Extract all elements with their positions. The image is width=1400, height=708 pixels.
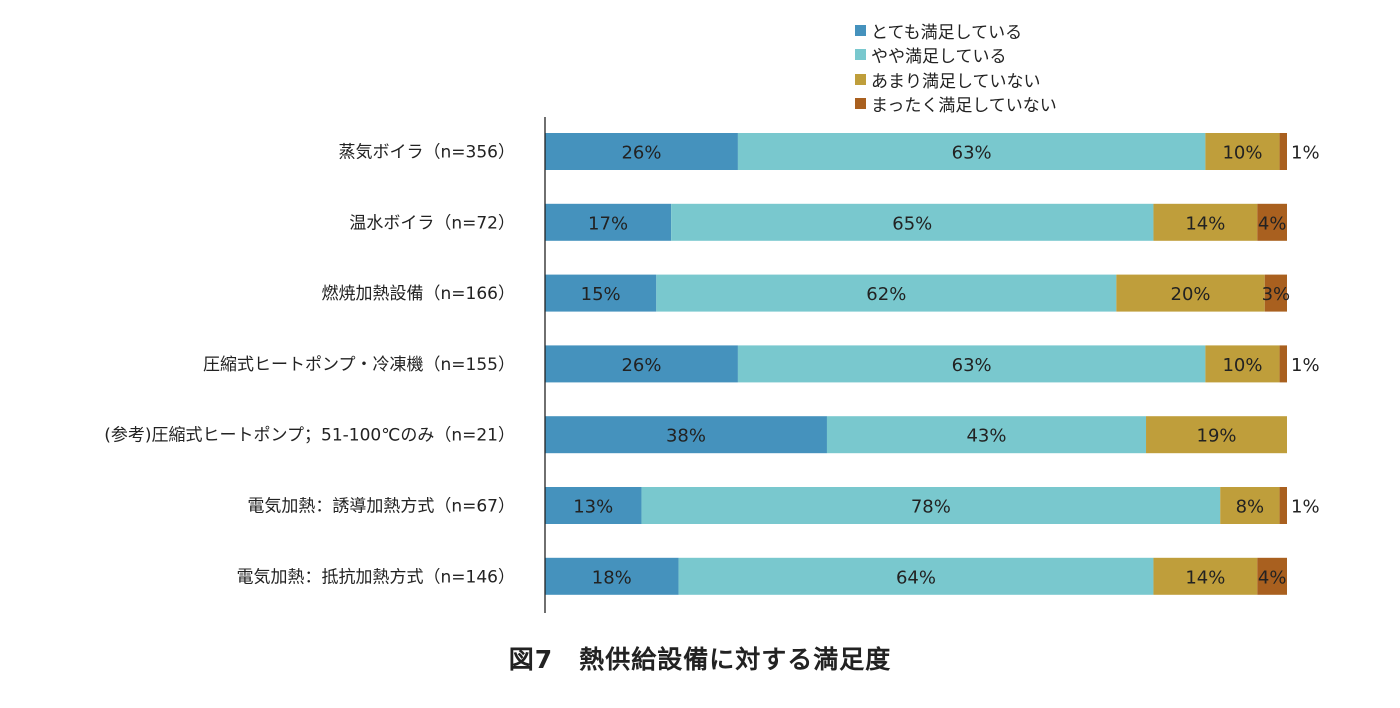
bar-segment: [1220, 487, 1280, 524]
bar-segment: [1279, 487, 1287, 524]
legend-swatch: [855, 49, 866, 61]
data-label: 10%: [1222, 355, 1262, 376]
category-label: 電気加熱：誘導加熱方式（n=67）: [247, 497, 515, 517]
bar-segment: [737, 133, 1206, 170]
data-label: 14%: [1185, 567, 1225, 588]
bar-segment: [1205, 133, 1280, 170]
data-label: 10%: [1222, 143, 1262, 164]
legend-label: とても満足している: [871, 22, 1023, 43]
legend-label: あまり満足していない: [871, 71, 1041, 92]
data-label: 78%: [911, 497, 951, 518]
data-label: 8%: [1236, 497, 1265, 518]
data-label: 18%: [592, 567, 632, 588]
data-label: 43%: [966, 426, 1006, 447]
data-label: 38%: [666, 426, 706, 447]
legend-swatch: [855, 73, 866, 85]
legend-item: とても満足している: [855, 18, 1057, 43]
bar-segment: [1146, 416, 1287, 454]
data-label: 64%: [896, 567, 936, 588]
data-label: 4%: [1258, 213, 1287, 234]
category-label: 温水ボイラ（n=72）: [349, 213, 515, 233]
bar-segment: [641, 487, 1221, 524]
bar-segment: [1116, 274, 1265, 312]
bar-segment: [1153, 557, 1258, 595]
bar-segment: [656, 274, 1117, 312]
legend-label: まったく満足していない: [871, 96, 1057, 117]
bar-segment: [1153, 203, 1258, 241]
category-label: 電気加熱：抵抗加熱方式（n=146）: [237, 567, 515, 587]
bar-segment: [545, 203, 672, 241]
bar-segment: [545, 416, 827, 454]
data-label: 17%: [588, 213, 628, 234]
bar-segment: [1279, 133, 1287, 170]
bar-segment: [826, 416, 1147, 454]
chart-title: 図7 熱供給設備に対する満足度: [508, 645, 892, 674]
data-label: 1%: [1291, 497, 1320, 518]
data-label: 19%: [1197, 426, 1237, 447]
category-label: 蒸気ボイラ（n=356）: [339, 143, 515, 163]
data-label: 3%: [1262, 284, 1291, 305]
bar-segment: [545, 487, 642, 524]
data-label: 63%: [952, 355, 992, 376]
legend-item: まったく満足していない: [855, 92, 1057, 117]
bar-segment: [737, 345, 1206, 383]
bar-segment: [545, 345, 738, 383]
bar-segment: [1205, 345, 1280, 383]
bar-segment: [678, 557, 1154, 595]
data-label: 13%: [573, 497, 613, 518]
category-label: (参考)圧縮式ヒートポンプ；51-100℃のみ（n=21）: [104, 426, 515, 446]
bar-segment: [1257, 557, 1287, 595]
chart-legend: とても満足している やや満足しているあまり満足していない まったく満足していない: [855, 18, 1057, 116]
data-label: 26%: [621, 143, 661, 164]
data-label: 15%: [581, 284, 621, 305]
data-label: 26%: [621, 355, 661, 376]
data-label: 14%: [1185, 213, 1225, 234]
bar-segment: [545, 557, 679, 595]
data-label: 20%: [1171, 284, 1211, 305]
bar-segment: [1279, 345, 1287, 383]
legend-swatch: [855, 98, 866, 110]
data-label: 4%: [1258, 567, 1287, 588]
bar-segment: [671, 203, 1154, 241]
category-label: 燃焼加熱設備（n=166）: [322, 284, 515, 304]
data-label: 1%: [1291, 143, 1320, 164]
data-label: 63%: [952, 143, 992, 164]
bar-segment: [1264, 274, 1287, 312]
legend-item: あまり満足していない: [855, 67, 1057, 92]
bar-segment: [545, 274, 657, 312]
legend-swatch: [855, 24, 866, 36]
category-label: 圧縮式ヒートポンプ・冷凍機（n=155）: [203, 355, 515, 375]
legend-label: やや満足している: [871, 47, 1007, 68]
data-label: 62%: [866, 284, 906, 305]
legend-item: やや満足している: [855, 43, 1057, 68]
data-label: 1%: [1291, 355, 1320, 376]
bar-segment: [1257, 203, 1287, 241]
bar-segment: [545, 133, 738, 170]
data-label: 65%: [892, 213, 932, 234]
